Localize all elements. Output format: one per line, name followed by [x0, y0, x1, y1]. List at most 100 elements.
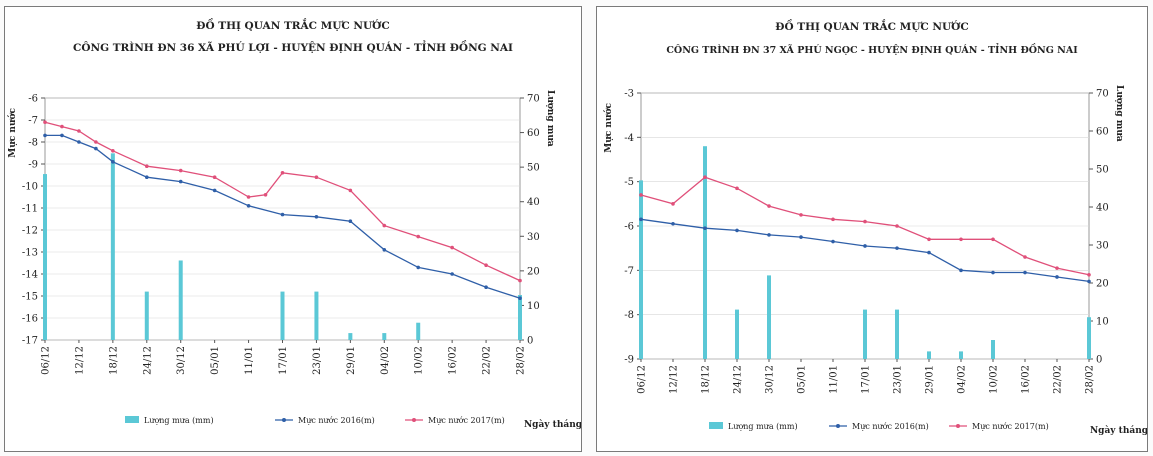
x-tick-label: 05/01: [210, 346, 221, 375]
left-tick-label: -11: [22, 204, 38, 215]
x-tick-label: 23/01: [893, 365, 904, 394]
rain-bar: [348, 333, 353, 340]
rain-bar: [144, 291, 149, 340]
rain-bar: [927, 351, 931, 359]
left-tick-label: -4: [624, 133, 634, 144]
level-2016-point: [246, 204, 251, 208]
level-2017-point: [111, 149, 115, 153]
left-tick-label: -12: [22, 226, 38, 237]
chart-subtitle: CÔNG TRÌNH ĐN 37 XÃ PHÚ NGỌC - HUYỆN ĐỊN…: [666, 43, 1078, 56]
chart-title: ĐỒ THỊ QUAN TRẮC MỰC NƯỚC: [775, 18, 968, 33]
chart-panel-dn36: ĐỒ THỊ QUAN TRẮC MỰC NƯỚC CÔNG TRÌNH ĐN 3…: [4, 6, 582, 452]
x-tick-label: 28/02: [1085, 365, 1096, 394]
x-tick-label: 24/12: [142, 346, 153, 375]
level-2017-line: [44, 121, 521, 282]
left-tick-label: -9: [28, 160, 38, 171]
left-axis-label: Mực nước: [7, 107, 18, 157]
level-2016-point: [1055, 275, 1059, 279]
x-tick-label: 22/02: [482, 346, 493, 375]
level-2016-point: [671, 221, 675, 226]
legend-label-2017: Mực nước 2017(m): [972, 422, 1049, 431]
left-tick-label: -10: [22, 182, 38, 193]
level-2017-point: [43, 120, 47, 124]
rain-bar: [895, 309, 899, 359]
x-tick-label: 16/02: [448, 346, 459, 375]
level-2016-point: [1023, 270, 1027, 275]
x-tick-label: 10/02: [989, 365, 1000, 394]
level-2016-point: [314, 215, 319, 219]
rain-bar: [518, 295, 522, 340]
level-2017-point: [144, 164, 149, 168]
legend-label-rain: Lượng mưa (mm): [144, 416, 214, 425]
x-tick-label: 04/02: [380, 346, 391, 375]
level-2017-point: [831, 217, 835, 222]
x-tick-label: 28/02: [516, 346, 527, 375]
chart-subtitle: CÔNG TRÌNH ĐN 36 XÃ PHÚ LỢI - HUYỆN ĐỊNH…: [73, 39, 513, 54]
level-2016-point: [927, 250, 931, 255]
level-2016-point: [111, 160, 115, 164]
chart-title: ĐỒ THỊ QUAN TRẮC MỰC NƯỚC: [196, 17, 389, 32]
x-tick-label: 17/01: [861, 365, 872, 394]
x-tick-label: 11/01: [244, 346, 255, 375]
right-tick-label: 30: [527, 232, 540, 243]
level-2017-point: [77, 129, 81, 133]
rain-bar: [735, 309, 739, 359]
legend-marker-2016: [282, 418, 286, 422]
rain-bar: [959, 351, 963, 359]
right-tick-label: 20: [1096, 279, 1109, 290]
level-2017-point: [735, 186, 739, 191]
chart-svg-dn37: ĐỒ THỊ QUAN TRẮC MỰC NƯỚC CÔNG TRÌNH ĐN 3…: [603, 18, 1147, 436]
right-tick-label: 50: [527, 163, 540, 174]
rain-bar: [178, 260, 183, 340]
level-2016-point: [450, 272, 454, 276]
left-axis-label: Mực nước: [603, 102, 614, 152]
level-2017-point: [639, 193, 643, 197]
x-tick-label: 22/02: [1053, 365, 1064, 394]
legend-label-2017: Mực nước 2017(m): [428, 416, 505, 425]
legend-swatch-rain: [125, 416, 139, 423]
left-tick-label: -8: [28, 138, 38, 149]
level-2016-point: [863, 244, 867, 248]
left-tick-label: -16: [22, 314, 38, 325]
x-tick-label: 17/01: [278, 346, 289, 375]
rain-bar: [639, 180, 643, 359]
right-tick-label: 0: [527, 336, 533, 347]
level-2017-point: [959, 237, 963, 242]
level-2017-point: [416, 234, 421, 239]
x-tick-label: 11/01: [829, 365, 840, 394]
right-axis-label: Lượng mưa: [545, 90, 555, 147]
level-2016-point: [348, 219, 353, 223]
chart-panel-dn37: ĐỒ THỊ QUAN TRẮC MỰC NƯỚC CÔNG TRÌNH ĐN 3…: [596, 6, 1148, 452]
level-2017-point: [1023, 255, 1027, 259]
level-2016-point: [1087, 279, 1091, 284]
level-2017-point: [895, 224, 899, 228]
level-2016-point: [144, 175, 149, 179]
x-tick-label: 12/12: [669, 365, 680, 394]
left-tick-label: -6: [28, 94, 38, 105]
level-2017-point: [246, 195, 251, 199]
legend-marker-2017: [956, 424, 960, 428]
x-tick-label: 06/12: [637, 365, 648, 394]
legend-marker-2017: [412, 418, 416, 422]
right-tick-label: 40: [527, 197, 540, 208]
right-tick-label: 60: [527, 128, 540, 139]
right-tick-label: 50: [1096, 165, 1109, 176]
level-2017-point: [703, 175, 707, 180]
level-2016-point: [639, 217, 643, 222]
legend-swatch-rain: [709, 422, 723, 429]
x-tick-label: 18/12: [108, 346, 119, 375]
level-2016-point: [799, 235, 803, 239]
x-tick-label: 06/12: [41, 346, 52, 375]
left-tick-label: -13: [22, 248, 38, 259]
level-2016-point: [484, 285, 488, 290]
level-2016-point: [895, 246, 899, 250]
rain-bar: [703, 146, 707, 359]
level-2017-point: [263, 193, 268, 197]
level-2017-point: [767, 204, 771, 208]
left-tick-label: -9: [624, 355, 634, 366]
rain-bar: [767, 275, 771, 359]
right-tick-label: 30: [1096, 241, 1109, 252]
rain-bar: [416, 322, 421, 340]
x-tick-label: 04/02: [957, 365, 968, 394]
